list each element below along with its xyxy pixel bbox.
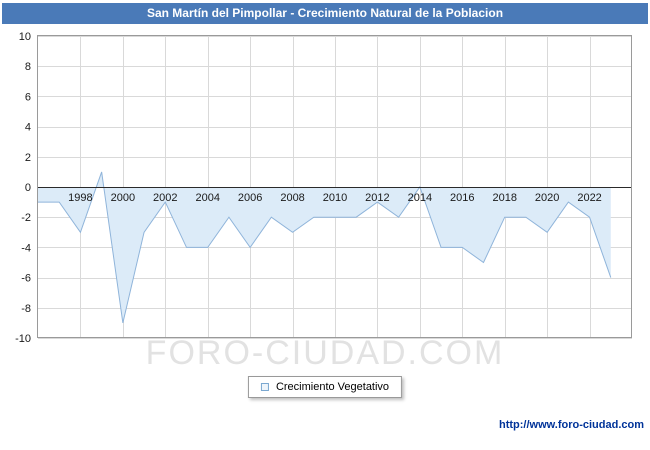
y-tick-label: 0 [25, 182, 31, 194]
x-tick-label: 2020 [535, 192, 559, 204]
x-tick-label: 2016 [450, 192, 474, 204]
y-tick-label: -4 [21, 242, 31, 254]
x-tick-label: 2010 [323, 192, 347, 204]
x-tick-label: 1998 [68, 192, 92, 204]
x-tick-label: 2022 [577, 192, 601, 204]
area-series [38, 171, 611, 323]
line-series [38, 171, 612, 324]
x-tick-label: 2004 [195, 192, 219, 204]
y-tick-label: 8 [25, 61, 31, 73]
y-tick-label: -6 [21, 273, 31, 285]
x-tick-label: 2002 [153, 192, 177, 204]
x-tick-label: 2012 [365, 192, 389, 204]
series-marker-icon [260, 383, 269, 391]
x-tick-label: 2014 [408, 192, 432, 204]
y-tick-label: 10 [19, 31, 31, 43]
legend-label: Crecimiento Vegetativo [275, 381, 390, 393]
footer-link[interactable]: http://www.foro-ciudad.com [498, 419, 644, 431]
x-tick-label: 2000 [111, 192, 135, 204]
y-tick-label: -2 [21, 212, 31, 224]
y-tick-label: 4 [25, 122, 31, 134]
x-tick-label: 2008 [280, 192, 304, 204]
legend-box: Crecimiento Vegetativo [247, 376, 403, 398]
chart-title-bar: San Martín del Pimpollar - Crecimiento N… [2, 3, 648, 24]
plot-border [37, 35, 632, 338]
chart-svg: 10 8 6 4 2 0 -2 -4 -6 -8 -10 1998 2000 2002 2004 2006 20… [15, 31, 632, 345]
x-tick-label: 2018 [492, 192, 516, 204]
y-tick-label: 2 [25, 152, 31, 164]
y-tick-label: 6 [25, 91, 31, 103]
x-tick-label: 2006 [238, 192, 262, 204]
y-tick-label: -10 [15, 333, 31, 345]
page-title: San Martín del Pimpollar - Crecimiento N… [146, 6, 504, 20]
y-tick-label: -8 [21, 303, 31, 315]
